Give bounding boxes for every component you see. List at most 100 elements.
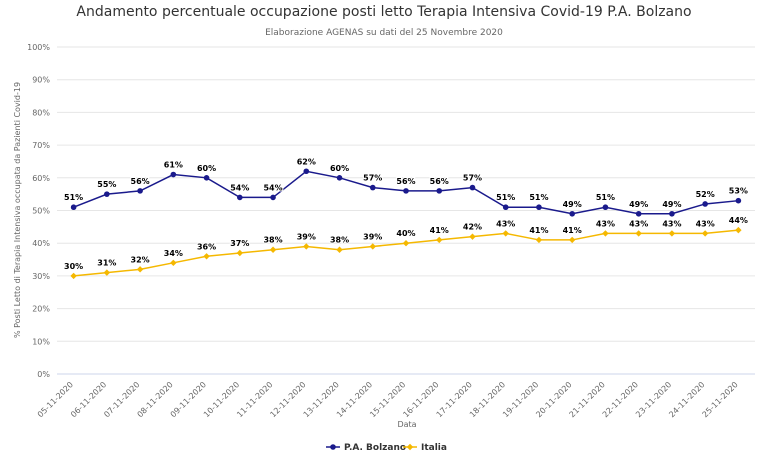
data-label: 42% bbox=[463, 223, 482, 232]
data-point bbox=[303, 168, 310, 175]
data-point bbox=[270, 194, 276, 201]
data-point bbox=[104, 191, 110, 197]
data-point bbox=[668, 230, 676, 237]
data-point bbox=[735, 226, 742, 234]
data-label: 38% bbox=[263, 236, 282, 245]
data-label: 56% bbox=[396, 177, 415, 186]
data-point bbox=[635, 210, 642, 217]
y-tick-label: 50% bbox=[32, 207, 50, 216]
data-label: 30% bbox=[64, 262, 83, 271]
data-point bbox=[469, 233, 476, 240]
data-point bbox=[402, 240, 410, 247]
data-point bbox=[436, 188, 443, 194]
y-axis-ticks: 0% 10% 20% 30% 40% 50% 60% 70% 80% 90% 100% bbox=[27, 43, 50, 379]
data-label: 57% bbox=[463, 174, 482, 183]
data-label: 60% bbox=[330, 164, 349, 173]
y-tick-label: 40% bbox=[32, 239, 50, 248]
data-label: 34% bbox=[164, 249, 183, 258]
y-tick-label: 100% bbox=[27, 43, 50, 52]
data-point bbox=[701, 230, 709, 237]
data-point bbox=[369, 243, 376, 250]
data-label: 62% bbox=[297, 157, 316, 166]
data-point bbox=[303, 243, 310, 250]
x-axis-ticks: 05-11-202006-11-202007-11-202008-11-2020… bbox=[36, 380, 740, 419]
data-point bbox=[203, 175, 210, 181]
data-point bbox=[269, 246, 277, 253]
data-point bbox=[635, 230, 642, 237]
data-point bbox=[103, 269, 111, 276]
data-point bbox=[70, 272, 77, 280]
data-label: 36% bbox=[197, 242, 216, 251]
data-point bbox=[535, 236, 543, 244]
data-point bbox=[203, 253, 210, 260]
data-point bbox=[702, 201, 708, 207]
legend-label: Italia bbox=[421, 443, 447, 453]
y-tick-label: 30% bbox=[32, 272, 50, 281]
data-label: 43% bbox=[629, 219, 648, 228]
chart-subtitle: Elaborazione AGENAS su dati del 25 Novem… bbox=[265, 28, 503, 38]
data-label: 49% bbox=[662, 200, 681, 209]
gridlines bbox=[57, 46, 755, 375]
data-label: 44% bbox=[729, 216, 748, 225]
data-point bbox=[602, 230, 609, 237]
data-point bbox=[170, 259, 177, 267]
data-point bbox=[436, 236, 443, 244]
data-label: 55% bbox=[97, 180, 116, 189]
data-point bbox=[237, 194, 243, 201]
legend: P.A. Bolzano Italia bbox=[326, 443, 447, 453]
data-point bbox=[568, 236, 576, 244]
data-point bbox=[336, 175, 343, 181]
chart-title: Andamento percentuale occupazione posti … bbox=[76, 4, 691, 20]
y-tick-label: 70% bbox=[32, 141, 50, 150]
data-label: 39% bbox=[297, 232, 316, 241]
y-tick-label: 90% bbox=[32, 76, 50, 85]
data-label: 51% bbox=[496, 193, 515, 202]
series-points bbox=[70, 168, 742, 280]
data-label: 56% bbox=[131, 177, 150, 186]
data-point bbox=[136, 266, 144, 273]
data-label: 51% bbox=[596, 193, 615, 202]
data-label: 32% bbox=[131, 255, 150, 264]
data-label: 40% bbox=[396, 229, 415, 238]
data-label: 49% bbox=[563, 200, 582, 209]
data-label: 60% bbox=[197, 164, 216, 173]
data-point bbox=[669, 210, 675, 217]
data-point bbox=[70, 204, 77, 211]
y-tick-label: 0% bbox=[37, 370, 50, 379]
data-point bbox=[735, 197, 742, 204]
y-tick-label: 20% bbox=[32, 305, 50, 314]
data-label: 54% bbox=[230, 183, 249, 192]
data-label: 56% bbox=[430, 177, 449, 186]
data-point bbox=[536, 204, 542, 211]
legend-label: P.A. Bolzano bbox=[344, 443, 406, 453]
data-point bbox=[236, 249, 244, 257]
data-label: 38% bbox=[330, 236, 349, 245]
data-point bbox=[336, 246, 343, 253]
data-label: 43% bbox=[496, 219, 515, 228]
y-tick-label: 10% bbox=[32, 337, 50, 346]
data-label: 43% bbox=[696, 219, 715, 228]
data-label: 31% bbox=[97, 259, 116, 268]
legend-marker bbox=[406, 443, 414, 451]
legend-marker bbox=[330, 444, 336, 450]
y-tick-label: 60% bbox=[32, 174, 50, 183]
data-point bbox=[602, 204, 609, 211]
data-label: 57% bbox=[363, 174, 382, 183]
data-label: 53% bbox=[729, 187, 748, 196]
data-point bbox=[369, 184, 376, 191]
data-point bbox=[403, 188, 409, 194]
data-label: 52% bbox=[696, 190, 715, 199]
data-label: 39% bbox=[363, 232, 382, 241]
data-labels: 51% 55% 56% 61% 60% 54% 54% 62% 60% 57% 56% 56% 57% 5… bbox=[63, 156, 749, 272]
data-label: 54% bbox=[263, 183, 282, 192]
x-tick-label: 25-11-2020 bbox=[701, 380, 740, 419]
data-point bbox=[502, 204, 509, 211]
data-point bbox=[469, 184, 476, 191]
data-label: 41% bbox=[563, 226, 582, 235]
y-tick-label: 80% bbox=[32, 108, 50, 117]
data-point bbox=[502, 230, 509, 237]
data-point bbox=[170, 171, 177, 178]
y-axis-title: % Posti Letto di Terapia Intensiva occup… bbox=[13, 82, 22, 338]
data-label: 51% bbox=[64, 193, 83, 202]
